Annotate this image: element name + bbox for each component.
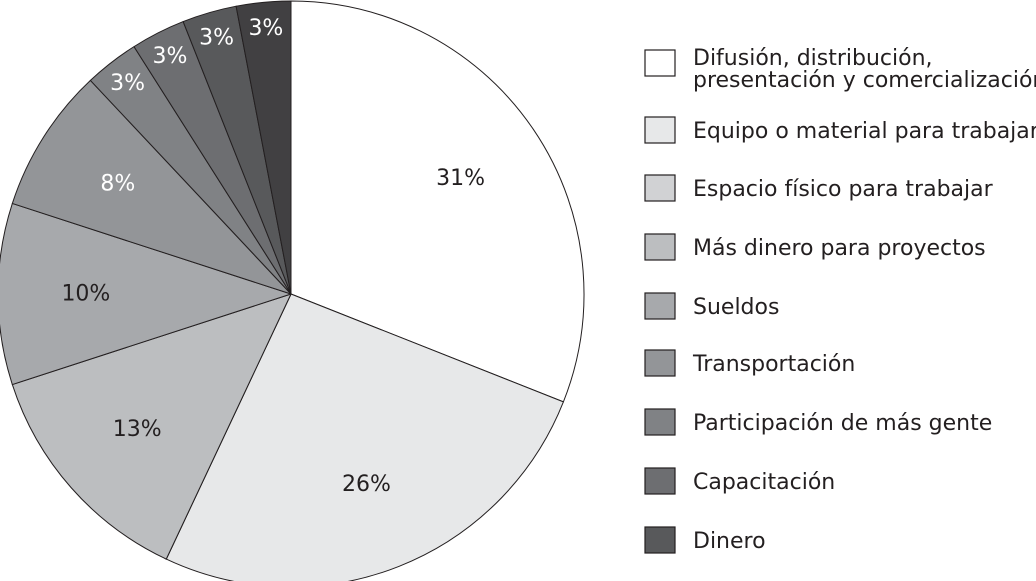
slice-value-label: 3% [248, 16, 283, 41]
slice-labels: 31% 26% 13% 10% 8% 3% 3% 3% 3% [61, 16, 485, 497]
legend-swatch [644, 174, 676, 202]
legend-item: Capacitación [644, 467, 835, 495]
slice-value-label: 10% [61, 282, 110, 307]
slice-value-label: 13% [113, 417, 162, 442]
legend-item: Participación de más gente [644, 408, 992, 436]
legend-swatch [644, 49, 676, 77]
legend-swatch [644, 526, 676, 554]
legend-item: Dinero [644, 526, 766, 554]
slice-value-label: 26% [342, 472, 391, 497]
slice-value-label: 8% [100, 172, 135, 197]
legend-swatch [644, 408, 676, 436]
legend-item: Espacio físico para trabajar [644, 174, 994, 202]
legend-label: Sueldos [693, 295, 779, 320]
legend-label: Espacio físico para trabajar [693, 177, 994, 202]
legend-item: Transportación [644, 349, 855, 377]
slice-value-label: 3% [110, 71, 145, 96]
legend-label: Difusión, distribución, [693, 46, 933, 71]
pie-slices [0, 0, 585, 581]
pie-slice-6 [11, 79, 292, 295]
slice-value-label: 31% [436, 166, 485, 191]
legend-label: presentación y comercialización [693, 68, 1036, 93]
pie-slice-5 [0, 202, 292, 386]
legend-label: Transportación [692, 352, 855, 377]
pie-slice-1 [290, 0, 585, 403]
legend-label: Más dinero para proyectos [693, 236, 986, 261]
legend-item: Más dinero para proyectos [644, 233, 986, 261]
legend-swatch [644, 116, 676, 144]
legend-swatch [644, 349, 676, 377]
legend-label: Equipo o material para trabajar [693, 119, 1036, 144]
legend-swatch [644, 467, 676, 495]
pie-slice-2 [165, 293, 564, 581]
legend-item: Sueldos [644, 292, 779, 320]
legend-item: Difusión, distribución,presentación y co… [644, 46, 1036, 93]
legend-swatch [644, 292, 676, 320]
legend-label: Capacitación [693, 470, 835, 495]
legend: Difusión, distribución,presentación y co… [644, 46, 1036, 554]
legend-label: Participación de más gente [693, 411, 992, 436]
legend-swatch [644, 233, 676, 261]
pie-slice-4 [11, 293, 292, 560]
pie-slice-10 [235, 0, 292, 295]
legend-item: Equipo o material para trabajar [644, 116, 1036, 144]
slice-value-label: 3% [199, 26, 234, 51]
slice-value-label: 3% [153, 44, 188, 69]
legend-label: Dinero [693, 529, 766, 554]
